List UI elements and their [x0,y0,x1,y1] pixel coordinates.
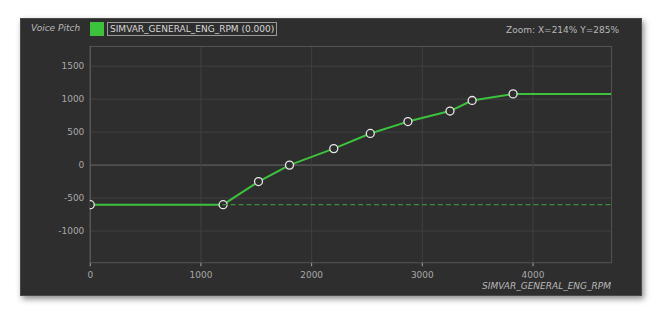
svg-text:1000: 1000 [190,270,213,280]
svg-text:-500: -500 [64,193,85,203]
html-text:Zoom: X=214% Y=285%: Zoom: X=214% Y=285% [506,25,619,35]
svg-text:1500: 1500 [61,61,84,71]
svg-text:500: 500 [67,127,84,137]
svg-text:2000: 2000 [300,270,323,280]
svg-text:4000: 4000 [522,270,545,280]
html-text:SIMVAR_GENERAL_ENG_RPM (0.000): SIMVAR_GENERAL_ENG_RPM (0.000) [110,24,275,34]
svg-text:0: 0 [87,270,93,280]
html-text:SIMVAR_GENERAL_ENG_RPM: SIMVAR_GENERAL_ENG_RPM [482,281,611,291]
svg-text:0: 0 [79,160,85,170]
svg-text:-1000: -1000 [58,226,84,236]
svg-text:3000: 3000 [411,270,434,280]
html-text:Voice Pitch: Voice Pitch [31,23,81,33]
svg-text:1000: 1000 [61,94,84,104]
